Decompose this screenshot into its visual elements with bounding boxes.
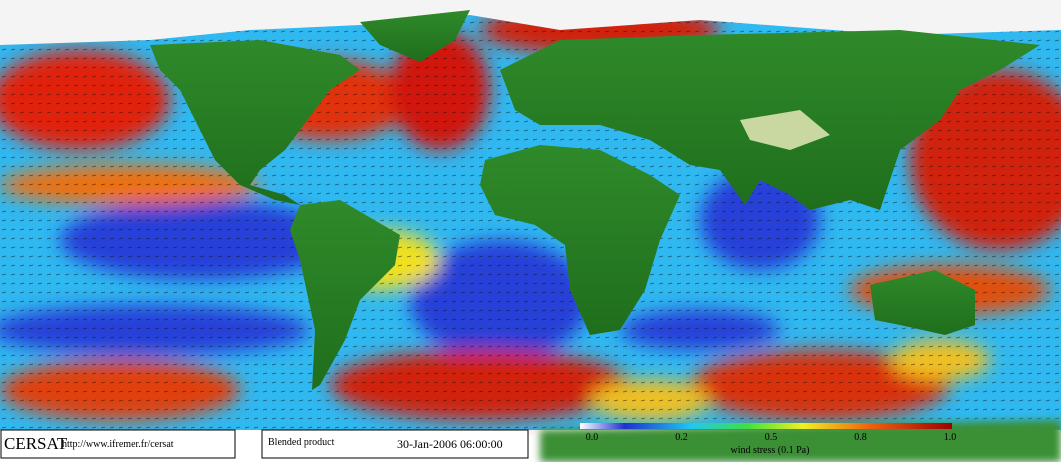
colorbar-tick-label: 1.0 (944, 432, 957, 443)
colorbar-scale (580, 423, 952, 429)
colorbar-tick-label: 0.5 (765, 432, 778, 443)
colorbar-label: wind stress (0.1 Pa) (731, 445, 810, 456)
colorbar-tick-label: 0.8 (854, 432, 867, 443)
date: 30-Jan-2006 06:00:00 (397, 437, 503, 451)
colorbar-tick-label: 0.2 (675, 432, 688, 443)
footer: CERSAT http://www.ifremer.fr/cersat Blen… (0, 429, 529, 459)
product-name: Blended product (268, 437, 335, 448)
colorbar: wind stress (0.1 Pa) 0.0 0.2 0.5 0.8 1.0 (580, 423, 956, 456)
logo: CERSAT (4, 434, 68, 453)
url: http://www.ifremer.fr/cersat (62, 439, 174, 450)
product-box (261, 429, 529, 459)
source-box (0, 429, 236, 459)
colorbar-tick-label: 0.0 (586, 432, 599, 443)
